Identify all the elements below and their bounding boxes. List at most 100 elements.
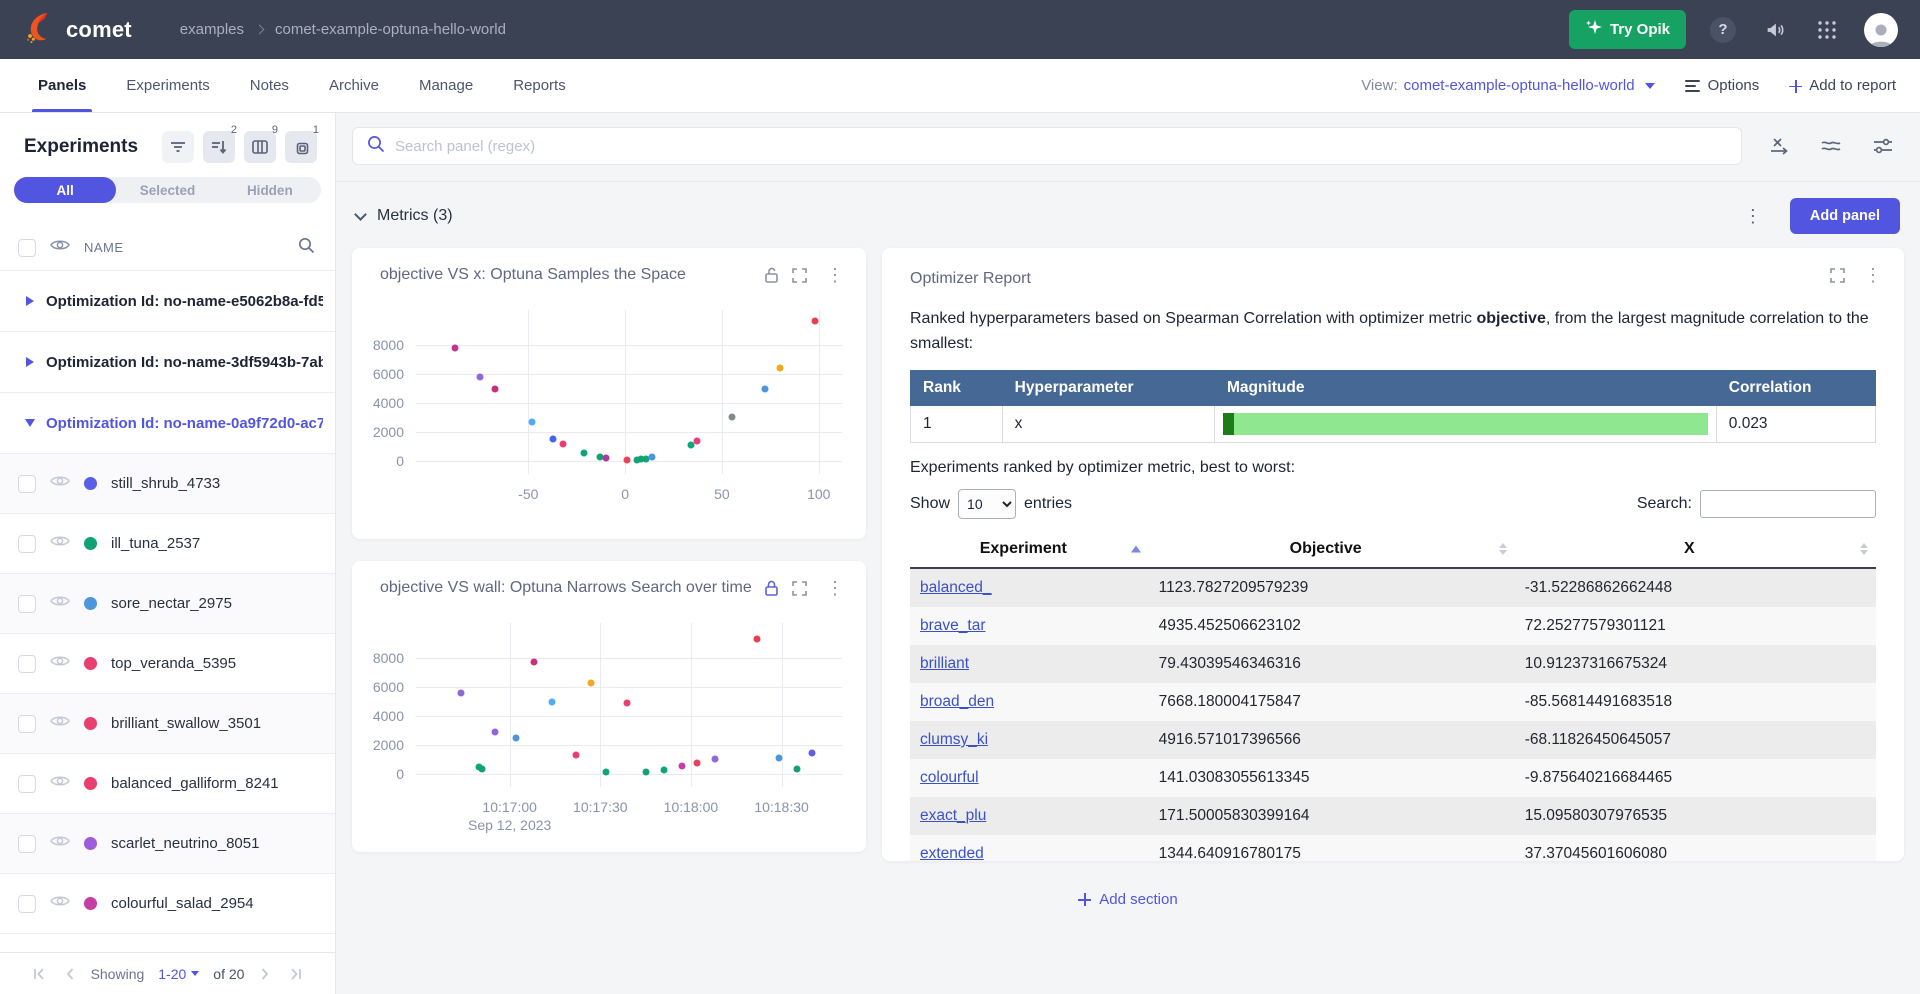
scatter-point[interactable] <box>811 317 819 325</box>
experiment-eye-icon[interactable] <box>50 534 70 553</box>
scatter-point[interactable] <box>623 456 631 464</box>
experiment-eye-icon[interactable] <box>50 474 70 493</box>
user-avatar[interactable] <box>1864 12 1898 47</box>
select-all-checkbox[interactable] <box>18 238 36 257</box>
experiment-eye-icon[interactable] <box>50 834 70 853</box>
chart-menu-icon[interactable] <box>820 577 850 599</box>
scatter-point[interactable] <box>478 765 486 773</box>
optimization-group-row[interactable]: Optimization Id: no-name-0a9f72d0-ac71-4 <box>0 393 335 454</box>
scatter-point[interactable] <box>530 658 538 666</box>
filter-icon[interactable] <box>162 131 194 163</box>
experiment-link[interactable]: extended <box>920 845 984 861</box>
add-section-button[interactable]: Add section <box>1078 891 1178 908</box>
lock-icon[interactable] <box>764 580 779 596</box>
x-column-header[interactable]: X <box>1515 531 1876 567</box>
experiment-name[interactable]: scarlet_neutrino_8051 <box>111 835 260 852</box>
scatter-point[interactable] <box>642 455 650 463</box>
experiment-checkbox[interactable] <box>18 774 36 793</box>
smoothing-icon[interactable] <box>1820 136 1842 156</box>
experiment-eye-icon[interactable] <box>50 654 70 673</box>
chart-menu-icon[interactable] <box>820 264 850 286</box>
unlock-icon[interactable] <box>764 267 779 283</box>
scatter-point[interactable] <box>559 440 567 448</box>
panel-menu-icon[interactable] <box>1858 264 1888 286</box>
experiment-link[interactable]: colourful <box>920 769 979 786</box>
tab[interactable]: Panels <box>18 59 106 112</box>
first-page-icon[interactable] <box>31 966 49 982</box>
fullscreen-icon[interactable] <box>1830 267 1845 283</box>
try-opik-button[interactable]: Try Opik <box>1568 10 1686 49</box>
options-button[interactable]: Options <box>1684 77 1759 94</box>
scatter-point[interactable] <box>775 754 783 762</box>
experiment-checkbox[interactable] <box>18 894 36 913</box>
comet-logo[interactable]: comet <box>22 10 132 49</box>
scatter-point[interactable] <box>491 728 499 736</box>
panel-search-input[interactable] <box>395 137 1727 155</box>
scatter-point[interactable] <box>633 456 641 464</box>
x-axis-icon[interactable] <box>1768 136 1790 156</box>
scatter-point[interactable] <box>793 765 801 773</box>
experiment-link[interactable]: clumsy_ki <box>920 731 989 748</box>
experiment-row[interactable]: still_shrub_4733 <box>0 454 335 514</box>
tab[interactable]: Experiments <box>106 59 229 112</box>
table-search-input[interactable] <box>1700 490 1876 518</box>
scatter-point[interactable] <box>580 449 588 457</box>
next-page-icon[interactable] <box>258 966 272 982</box>
scatter-point[interactable] <box>687 441 695 449</box>
experiment-link[interactable]: exact_plu <box>920 807 987 824</box>
experiment-row[interactable]: colourful_salad_2954 <box>0 874 335 934</box>
experiment-link[interactable]: broad_den <box>920 693 995 710</box>
objective-column-header[interactable]: Objective <box>1149 531 1515 567</box>
experiment-name[interactable]: sore_nectar_2975 <box>111 595 232 612</box>
experiment-column-header[interactable]: Experiment <box>910 531 1149 567</box>
add-to-report-button[interactable]: Add to report <box>1789 77 1896 94</box>
scatter-point[interactable] <box>693 437 701 445</box>
experiment-link[interactable]: balanced_ <box>920 579 992 596</box>
experiment-row[interactable]: scarlet_neutrino_8051 <box>0 814 335 874</box>
scatter-point[interactable] <box>602 768 610 776</box>
tab[interactable]: Archive <box>309 59 399 112</box>
experiment-name[interactable]: colourful_salad_2954 <box>111 895 254 912</box>
scatter-point[interactable] <box>587 679 595 686</box>
announcements-icon[interactable] <box>1760 15 1790 45</box>
search-experiments-icon[interactable] <box>298 237 315 259</box>
last-page-icon[interactable] <box>286 966 304 982</box>
experiment-eye-icon[interactable] <box>50 894 70 913</box>
experiment-eye-icon[interactable] <box>50 714 70 733</box>
experiment-link[interactable]: brilliant <box>920 655 970 672</box>
scatter-point[interactable] <box>528 418 536 426</box>
scatter-point[interactable] <box>711 755 719 763</box>
experiment-row[interactable]: brilliant_swallow_3501 <box>0 694 335 754</box>
experiment-name[interactable]: still_shrub_4733 <box>111 475 221 492</box>
experiment-eye-icon[interactable] <box>50 594 70 613</box>
scatter-point[interactable] <box>776 364 784 372</box>
section-menu-icon[interactable] <box>1738 205 1768 227</box>
scatter-point[interactable] <box>761 385 769 393</box>
tab[interactable]: Reports <box>493 59 586 112</box>
experiment-name[interactable]: top_veranda_5395 <box>111 655 237 672</box>
experiment-name[interactable]: balanced_galliform_8241 <box>111 775 279 792</box>
collapse-section-icon[interactable] <box>354 208 367 221</box>
tab[interactable]: Notes <box>230 59 309 112</box>
scatter-point[interactable] <box>602 454 610 462</box>
visibility-toggle-option[interactable]: All <box>14 177 117 203</box>
scatter-point[interactable] <box>572 751 580 759</box>
visibility-eye-icon[interactable] <box>50 238 70 257</box>
fullscreen-icon[interactable] <box>792 580 807 596</box>
scatter-point[interactable] <box>548 698 556 706</box>
scatter-point[interactable] <box>808 749 816 757</box>
experiment-checkbox[interactable] <box>18 654 36 673</box>
experiment-row[interactable]: ill_tuna_2537 <box>0 514 335 574</box>
scatter-point[interactable] <box>476 373 484 381</box>
experiment-checkbox[interactable] <box>18 714 36 733</box>
scatter-point[interactable] <box>596 453 604 461</box>
experiment-checkbox[interactable] <box>18 534 36 553</box>
scatter-point[interactable] <box>660 766 668 774</box>
breadcrumb-workspace[interactable]: examples <box>179 21 244 38</box>
scatter-point[interactable] <box>549 435 557 443</box>
view-selector[interactable]: View: comet-example-optuna-hello-world <box>1361 77 1655 94</box>
experiment-checkbox[interactable] <box>18 834 36 853</box>
experiment-checkbox[interactable] <box>18 474 36 493</box>
fullscreen-icon[interactable] <box>792 267 807 283</box>
tab[interactable]: Manage <box>399 59 493 112</box>
